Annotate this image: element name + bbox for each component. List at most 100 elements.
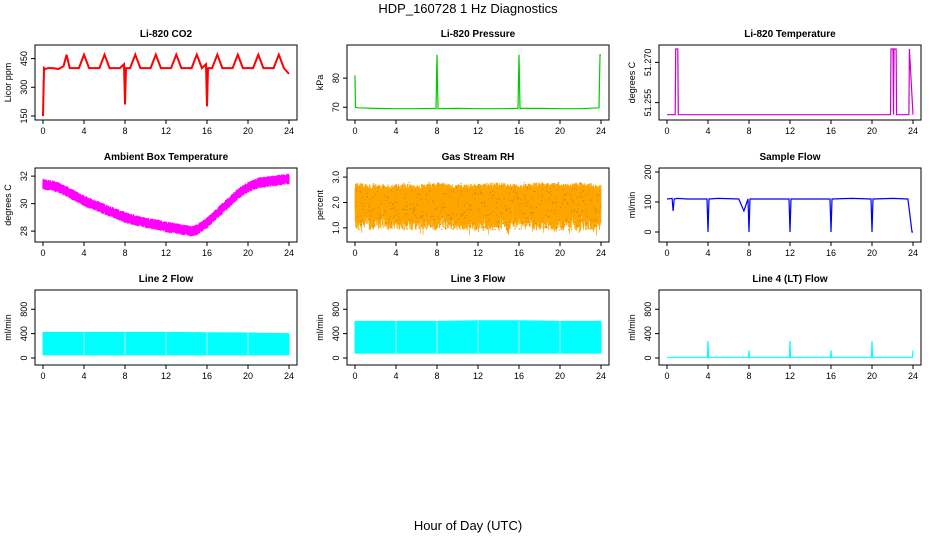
- y-tick-label: 200: [643, 164, 653, 179]
- y-tick-label: 300: [19, 80, 29, 95]
- x-tick-label: 0: [352, 248, 357, 258]
- x-tick-label: 0: [664, 126, 669, 136]
- y-tick-label: 2.0: [331, 196, 341, 209]
- y-tick-label: 800: [19, 302, 29, 317]
- x-tick-label: 12: [473, 126, 483, 136]
- y-axis-label: kPa: [315, 75, 325, 91]
- x-tick-label: 16: [826, 126, 836, 136]
- x-tick-label: 16: [826, 371, 836, 381]
- series-line: [667, 48, 914, 116]
- chart-panel-6: Sample Flow ml/min 0 4 8 12 16 20 24 0 100 200: [627, 152, 922, 258]
- y-tick-label: 0: [643, 355, 653, 360]
- series-separators: [83, 332, 249, 355]
- y-tick-label: 80: [331, 73, 341, 83]
- x-tick-label: 4: [393, 248, 398, 258]
- series-line: [42, 51, 290, 117]
- x-tick-label: 8: [122, 371, 127, 381]
- x-tick-label: 8: [434, 248, 439, 258]
- x-tick-label: 4: [393, 126, 398, 136]
- series-line: [666, 197, 913, 233]
- x-tick-label: 16: [826, 248, 836, 258]
- y-axis-label: ml/min: [315, 314, 325, 341]
- x-axis-label: Hour of Day (UTC): [413, 518, 523, 533]
- x-tick-label: 0: [40, 371, 45, 381]
- y-tick-label: 800: [331, 302, 341, 317]
- y-tick-label: 450: [19, 51, 29, 66]
- chart-panel-9: Line 4 (LT) Flow ml/min 0 4 8 12 16 20 24 0 400 800: [627, 274, 922, 381]
- x-tick-label: 16: [202, 371, 212, 381]
- y-axis-label: percent: [315, 189, 325, 220]
- y-tick-label: 32: [19, 171, 29, 181]
- x-tick-label: 0: [40, 126, 45, 136]
- chart-title: Ambient Box Temperature: [104, 152, 229, 163]
- x-tick-label: 8: [746, 248, 751, 258]
- series-group: [42, 173, 290, 237]
- series-group: [42, 331, 290, 356]
- series-group: [667, 340, 914, 358]
- chart-title: Line 4 (LT) Flow: [752, 274, 828, 285]
- x-tick-label: 20: [243, 371, 253, 381]
- x-tick-label: 12: [785, 248, 795, 258]
- x-tick-label: 4: [81, 248, 86, 258]
- y-tick-label: 0: [643, 229, 653, 234]
- y-tick-label: 150: [19, 108, 29, 123]
- y-tick-label: 400: [643, 326, 653, 341]
- x-tick-label: 0: [352, 126, 357, 136]
- x-tick-label: 24: [596, 248, 606, 258]
- x-tick-label: 8: [122, 126, 127, 136]
- series-line: [42, 173, 290, 237]
- x-tick-label: 24: [284, 126, 294, 136]
- chart-title: Sample Flow: [759, 152, 820, 163]
- x-tick-label: 12: [785, 126, 795, 136]
- y-tick-label: 51.255: [643, 89, 653, 117]
- chart-title: Li-820 Pressure: [441, 29, 516, 40]
- chart-title: Line 2 Flow: [139, 274, 194, 285]
- y-tick-label: 1.0: [331, 222, 341, 235]
- x-tick-label: 12: [473, 248, 483, 258]
- chart-title: Line 3 Flow: [451, 274, 506, 285]
- y-tick-label: 400: [331, 326, 341, 341]
- chart-title: Li-820 CO2: [140, 29, 193, 40]
- x-tick-label: 24: [908, 371, 918, 381]
- y-tick-label: 51.270: [643, 49, 653, 77]
- x-tick-label: 24: [908, 248, 918, 258]
- x-tick-label: 20: [243, 248, 253, 258]
- x-tick-label: 20: [555, 371, 565, 381]
- x-tick-label: 8: [434, 126, 439, 136]
- x-tick-label: 8: [122, 248, 127, 258]
- plot-frame: [658, 44, 922, 121]
- x-tick-label: 4: [705, 248, 710, 258]
- x-tick-label: 20: [867, 248, 877, 258]
- x-tick-label: 12: [785, 371, 795, 381]
- series-separators: [395, 321, 561, 354]
- x-tick-label: 4: [393, 371, 398, 381]
- x-tick-label: 12: [161, 248, 171, 258]
- x-tick-label: 0: [352, 371, 357, 381]
- chart-panel-4: Ambient Box Temperature degrees C 0 4 8 12 16 2…: [3, 152, 298, 258]
- x-tick-label: 24: [596, 371, 606, 381]
- series-group: [354, 181, 602, 236]
- chart-panel-3: Li-820 Temperature degrees C 0 4 8 12 16 20 24 51…: [627, 29, 922, 136]
- series-group: [354, 54, 601, 110]
- series-band: [354, 182, 602, 236]
- x-tick-label: 4: [81, 371, 86, 381]
- x-tick-label: 24: [284, 371, 294, 381]
- chart-panel-5: Gas Stream RH percent 0 4 8 12 16 20 24 1.0 2.0 3.0: [315, 152, 610, 258]
- x-tick-label: 16: [514, 126, 524, 136]
- x-tick-label: 0: [664, 248, 669, 258]
- y-tick-label: 0: [331, 355, 341, 360]
- series-group: [354, 320, 602, 354]
- y-axis-label: ml/min: [3, 314, 13, 341]
- x-tick-label: 24: [284, 248, 294, 258]
- x-tick-label: 20: [555, 248, 565, 258]
- chart-title: Gas Stream RH: [442, 152, 515, 163]
- x-tick-label: 4: [705, 126, 710, 136]
- y-axis-label: degrees C: [627, 61, 637, 103]
- y-tick-label: 30: [19, 199, 29, 209]
- x-tick-label: 24: [596, 126, 606, 136]
- series-line: [667, 340, 914, 358]
- y-axis-label: ml/min: [627, 314, 637, 341]
- x-tick-label: 16: [514, 371, 524, 381]
- x-tick-label: 8: [746, 371, 751, 381]
